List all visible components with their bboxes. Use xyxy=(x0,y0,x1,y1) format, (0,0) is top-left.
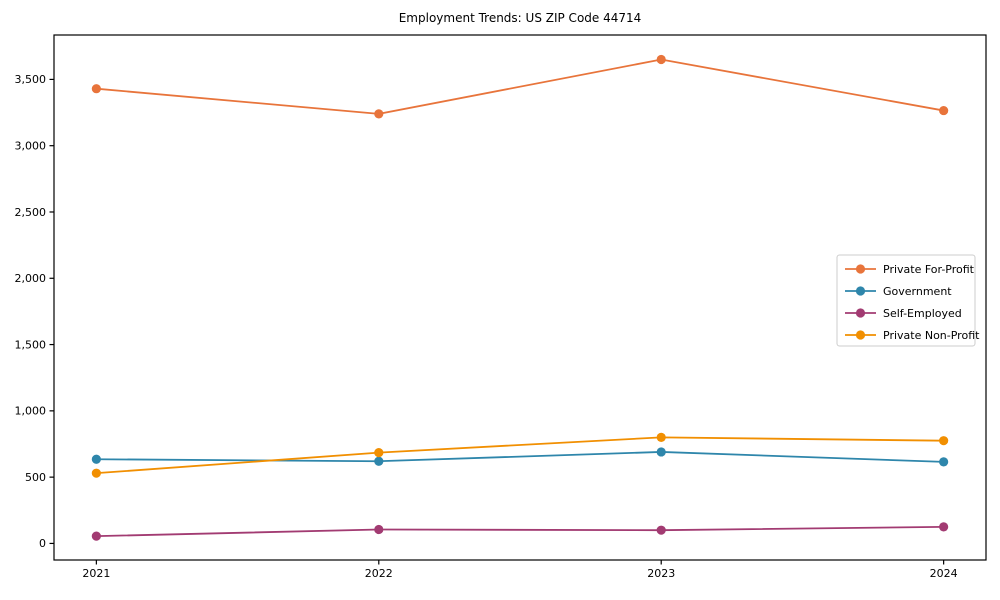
data-point-self-employed xyxy=(939,522,949,532)
y-axis-tick-label: 2,500 xyxy=(15,206,47,219)
x-axis-tick-label: 2021 xyxy=(82,567,110,580)
data-point-private-for-profit xyxy=(656,54,666,65)
series-line-private-non-profit xyxy=(96,436,944,475)
series-line-self-employed xyxy=(96,525,944,538)
data-point-private-for-profit xyxy=(374,109,384,119)
data-point-self-employed xyxy=(91,531,101,541)
x-axis-tick-label: 2024 xyxy=(930,567,958,580)
legend-label-government: Government xyxy=(883,285,952,298)
data-point-self-employed xyxy=(374,524,384,535)
y-axis-tick-label: 500 xyxy=(25,471,46,484)
legend-box xyxy=(836,254,976,347)
x-axis-tick-label: 2023 xyxy=(647,567,675,580)
legend-swatch-marker-self-employed xyxy=(855,308,866,318)
legend-label-self-employed: Self-Employed xyxy=(883,307,962,320)
y-axis-tick-label: 2,000 xyxy=(15,272,47,285)
legend-swatch-marker-private-for-profit xyxy=(855,264,866,274)
data-point-self-employed xyxy=(656,525,666,535)
data-point-government xyxy=(939,457,949,467)
data-point-private-for-profit xyxy=(91,84,101,94)
data-point-private-non-profit xyxy=(374,448,384,458)
y-axis-tick-label: 3,500 xyxy=(15,73,47,86)
y-axis-tick-label: 1,500 xyxy=(15,338,47,351)
legend-swatch-marker-private-non-profit xyxy=(855,330,866,340)
data-point-private-non-profit xyxy=(656,432,666,442)
legend-swatch-marker-government xyxy=(855,286,866,296)
y-axis-tick-label: 1,000 xyxy=(15,405,47,418)
legend-label-private-non-profit: Private Non-Profit xyxy=(883,329,980,342)
legend-label-private-for-profit: Private For-Profit xyxy=(883,263,975,276)
data-point-government xyxy=(374,456,384,466)
y-axis-tick-label: 0 xyxy=(39,537,46,550)
data-point-private-for-profit xyxy=(939,105,949,116)
y-axis-tick-label: 3,000 xyxy=(15,140,47,153)
data-point-government xyxy=(656,447,666,457)
chart-title: Employment Trends: US ZIP Code 44714 xyxy=(398,11,642,25)
x-axis-tick-label: 2022 xyxy=(365,567,393,580)
data-point-government xyxy=(91,454,101,464)
series-line-government xyxy=(96,451,944,463)
data-point-private-non-profit xyxy=(91,468,101,478)
data-point-private-non-profit xyxy=(939,436,949,446)
series-line-private-for-profit xyxy=(96,58,944,115)
plot-frame xyxy=(53,34,987,561)
